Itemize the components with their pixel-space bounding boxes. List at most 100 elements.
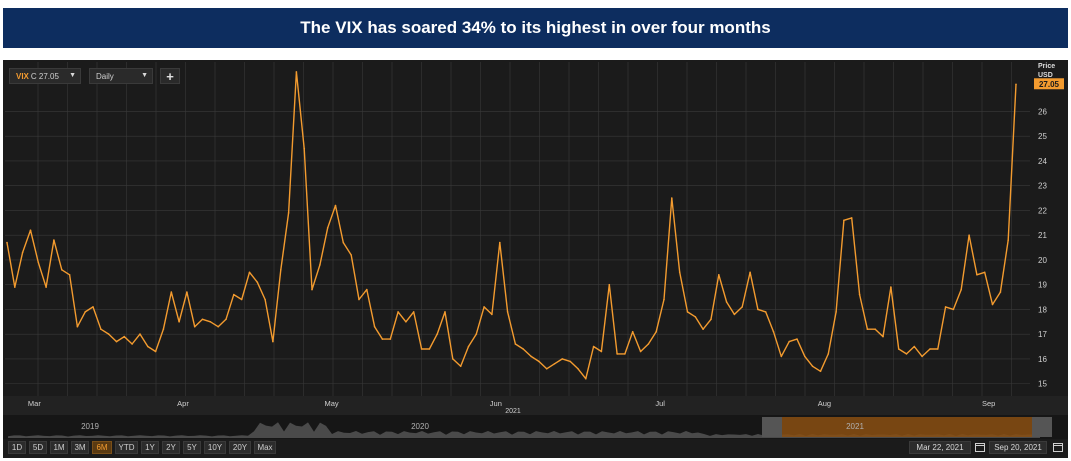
y-tick-label: 22	[1038, 206, 1047, 215]
data-point	[264, 298, 266, 301]
data-point	[1015, 83, 1017, 86]
data-point	[92, 306, 94, 308]
data-point	[68, 274, 71, 276]
data-point	[147, 345, 149, 348]
data-point	[405, 321, 407, 323]
calendar-icon[interactable]	[1053, 442, 1063, 452]
data-point	[710, 318, 712, 321]
data-point	[913, 345, 916, 348]
data-point	[968, 234, 970, 236]
data-point	[256, 281, 259, 284]
data-point	[514, 343, 517, 345]
symbol-dropdown[interactable]: VIX C 27.05 ▼	[9, 68, 81, 84]
data-point	[843, 219, 845, 222]
y-tick-label: 25	[1038, 132, 1047, 141]
y-tick-label: 18	[1038, 305, 1047, 314]
data-point	[248, 271, 251, 274]
data-point	[366, 288, 368, 291]
data-point	[983, 271, 986, 274]
range-button-2y[interactable]: 2Y	[162, 441, 180, 454]
data-point	[796, 338, 798, 340]
data-point	[897, 348, 900, 350]
range-button-1d[interactable]: 1D	[8, 441, 26, 454]
data-point	[772, 330, 775, 333]
range-button-3m[interactable]: 3M	[71, 441, 89, 454]
data-point	[592, 345, 595, 348]
data-point	[14, 286, 16, 288]
axis-unit-label: Price USD	[1038, 62, 1055, 80]
navigator-area	[8, 422, 1040, 438]
data-point	[819, 370, 822, 373]
x-tick-label: Aug	[818, 399, 831, 408]
data-point	[553, 363, 556, 365]
y-tick-label: 26	[1038, 107, 1047, 116]
y-tick-label: 16	[1038, 355, 1047, 364]
data-point	[29, 229, 32, 231]
data-point	[139, 333, 141, 335]
data-point	[115, 340, 118, 343]
data-point	[937, 348, 939, 350]
data-point	[225, 318, 227, 321]
data-point	[600, 350, 603, 353]
data-point	[444, 311, 446, 313]
navigator-selection[interactable]	[782, 417, 1040, 437]
data-point	[100, 328, 102, 331]
data-point	[952, 308, 955, 311]
range-button-20y[interactable]: 20Y	[229, 441, 251, 454]
data-point	[295, 71, 298, 73]
axis-unit-line2: USD	[1038, 72, 1053, 79]
data-point	[6, 241, 8, 244]
y-tick-label: 23	[1038, 182, 1047, 191]
data-point	[467, 345, 470, 348]
chevron-down-icon: ▼	[141, 72, 148, 79]
data-point	[616, 353, 618, 355]
data-point	[530, 355, 532, 358]
data-point	[209, 321, 212, 323]
range-button-max[interactable]: Max	[254, 441, 276, 454]
data-point	[350, 254, 353, 256]
range-button-1m[interactable]: 1M	[50, 441, 68, 454]
data-point	[905, 353, 908, 355]
range-button-5y[interactable]: 5Y	[183, 441, 201, 454]
data-point	[452, 358, 454, 360]
range-button-ytd[interactable]: YTD	[115, 441, 138, 454]
data-point	[272, 340, 274, 343]
range-button-10y[interactable]: 10Y	[204, 441, 226, 454]
data-point	[420, 348, 423, 350]
data-point	[678, 271, 681, 274]
date-to-field[interactable]: Sep 20, 2021	[989, 441, 1047, 454]
navigator-left-handle[interactable]	[762, 417, 782, 437]
symbol-value: C 27.05	[30, 71, 59, 81]
data-point	[827, 353, 830, 355]
x-tick-label: Jul	[655, 399, 665, 408]
data-point	[733, 313, 736, 316]
data-point	[1007, 239, 1009, 241]
period-dropdown[interactable]: Daily ▼	[89, 68, 153, 84]
range-button-6m[interactable]: 6M	[92, 441, 112, 454]
data-point	[483, 306, 485, 308]
y-tick-label: 20	[1038, 256, 1047, 265]
navigator-year-label: 2019	[81, 422, 99, 431]
range-button-1y[interactable]: 1Y	[141, 441, 159, 454]
data-point	[53, 239, 55, 241]
data-point	[107, 333, 110, 335]
data-point	[780, 355, 783, 358]
data-point	[61, 269, 63, 271]
data-point	[858, 293, 861, 296]
calendar-icon[interactable]	[975, 442, 985, 452]
date-from-field[interactable]: Mar 22, 2021	[909, 441, 971, 454]
data-point	[522, 348, 524, 350]
data-point	[76, 325, 79, 328]
add-button[interactable]: +	[160, 68, 180, 84]
navigator-right-handle[interactable]	[1032, 417, 1052, 437]
data-point	[694, 316, 697, 318]
data-point	[624, 353, 626, 355]
data-point	[874, 328, 876, 331]
data-point	[131, 343, 133, 345]
range-button-5d[interactable]: 5D	[29, 441, 47, 454]
data-point	[201, 318, 204, 321]
data-point	[436, 333, 439, 335]
y-tick-label: 15	[1038, 380, 1047, 389]
x-tick-label: May	[325, 399, 339, 408]
data-point	[631, 330, 634, 333]
